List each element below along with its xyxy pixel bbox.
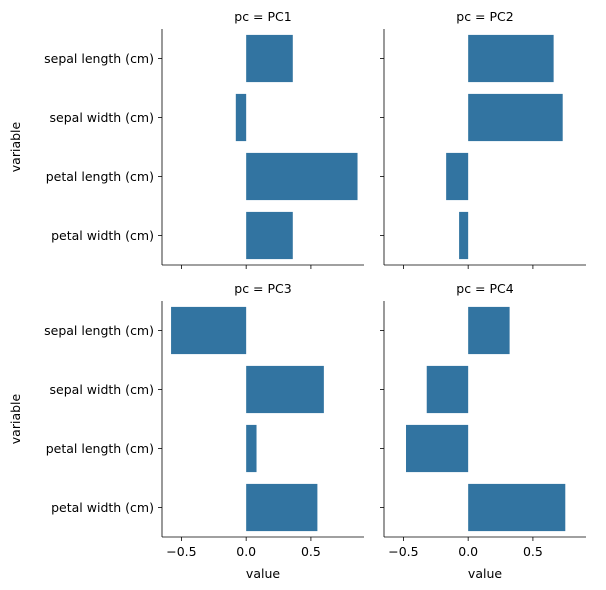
bar	[468, 34, 554, 83]
bar	[468, 306, 510, 355]
bar	[246, 211, 293, 260]
bar	[246, 152, 358, 201]
bar	[235, 93, 247, 142]
y-tick-label: sepal length (cm)	[44, 323, 154, 338]
bar	[406, 424, 469, 473]
y-tick-label: sepal width (cm)	[50, 110, 154, 125]
panel-title: pc = PC4	[456, 281, 513, 296]
bar	[246, 34, 293, 83]
x-tick-label: 0.0	[236, 544, 256, 559]
y-tick-label: petal width (cm)	[51, 500, 154, 515]
y-tick-label: sepal width (cm)	[50, 382, 154, 397]
y-axis-label: variable	[8, 121, 23, 172]
bar	[446, 152, 469, 201]
panel-title: pc = PC2	[456, 9, 513, 24]
x-tick-label: −0.5	[166, 544, 196, 559]
bar	[468, 483, 566, 532]
x-tick-label: 0.0	[458, 544, 478, 559]
bar	[246, 424, 257, 473]
bar	[171, 306, 247, 355]
y-axis-label: variable	[8, 393, 23, 444]
panel-title: pc = PC1	[234, 9, 291, 24]
bar	[459, 211, 469, 260]
bar	[246, 365, 324, 414]
x-tick-label: 0.5	[523, 544, 543, 559]
bar	[426, 365, 469, 414]
x-tick-label: 0.5	[301, 544, 321, 559]
y-tick-label: petal length (cm)	[46, 169, 154, 184]
bar	[468, 93, 563, 142]
panel-title: pc = PC3	[234, 281, 291, 296]
y-tick-label: petal width (cm)	[51, 228, 154, 243]
x-axis-label: value	[468, 566, 502, 581]
x-tick-label: −0.5	[388, 544, 418, 559]
x-axis-label: value	[246, 566, 280, 581]
bar	[246, 483, 318, 532]
y-tick-label: petal length (cm)	[46, 441, 154, 456]
y-tick-label: sepal length (cm)	[44, 51, 154, 66]
